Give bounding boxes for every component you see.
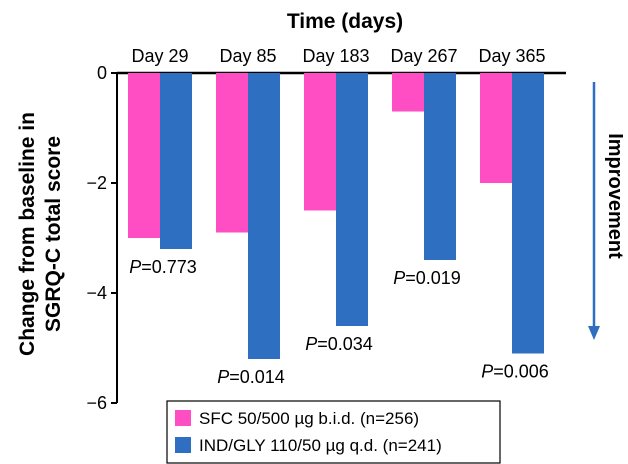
- label-layer: Time (days) Day 29 Day 85 Day 183 Day 267 Day…: [16, 10, 549, 387]
- legend-label: SFC 50/500 µg b.i.d. (n=256): [199, 409, 419, 428]
- legend-swatch: [175, 410, 191, 426]
- y-tick-label: −2: [86, 173, 107, 193]
- p-value-label: P=0.034: [305, 334, 373, 354]
- bar-ind-gly: [512, 73, 544, 354]
- p-value-label: P=0.019: [393, 268, 461, 288]
- legend-box: [166, 400, 501, 464]
- y-tick-label: −4: [86, 283, 107, 303]
- bar-ind-gly: [336, 73, 368, 326]
- category-label: Day 365: [478, 46, 545, 66]
- bar-ind-gly: [424, 73, 456, 260]
- y-tick-label: 0: [97, 63, 107, 83]
- bar-sfc: [304, 73, 336, 211]
- bar-sfc: [480, 73, 512, 183]
- legend: SFC 50/500 µg b.i.d. (n=256) IND/GLY 110/…: [166, 400, 501, 464]
- legend-swatch: [175, 437, 191, 453]
- annotation-layer: Improvement: [588, 82, 626, 340]
- bar-sfc: [128, 73, 160, 238]
- chart-title: Time (days): [287, 10, 403, 33]
- improvement-arrow-head: [588, 326, 600, 340]
- bar-sfc: [216, 73, 248, 233]
- y-tick-label: −6: [86, 393, 107, 413]
- p-value-label: P=0.773: [129, 257, 197, 277]
- bar-sfc: [392, 73, 424, 112]
- category-label: Day 183: [302, 46, 369, 66]
- category-label: Day 267: [390, 46, 457, 66]
- y-axis-label-line2: SGRQ-C total score: [42, 136, 65, 332]
- bar-layer: [128, 73, 544, 359]
- category-label: Day 85: [219, 46, 276, 66]
- bar-ind-gly: [248, 73, 280, 359]
- legend-label: IND/GLY 110/50 µg q.d. (n=241): [199, 436, 442, 455]
- category-label: Day 29: [131, 46, 188, 66]
- p-value-label: P=0.006: [481, 362, 549, 382]
- p-value-label: P=0.014: [217, 367, 285, 387]
- y-axis-label-line1: Change from baseline in: [16, 112, 39, 356]
- improvement-label: Improvement: [604, 133, 626, 259]
- bar-ind-gly: [160, 73, 192, 249]
